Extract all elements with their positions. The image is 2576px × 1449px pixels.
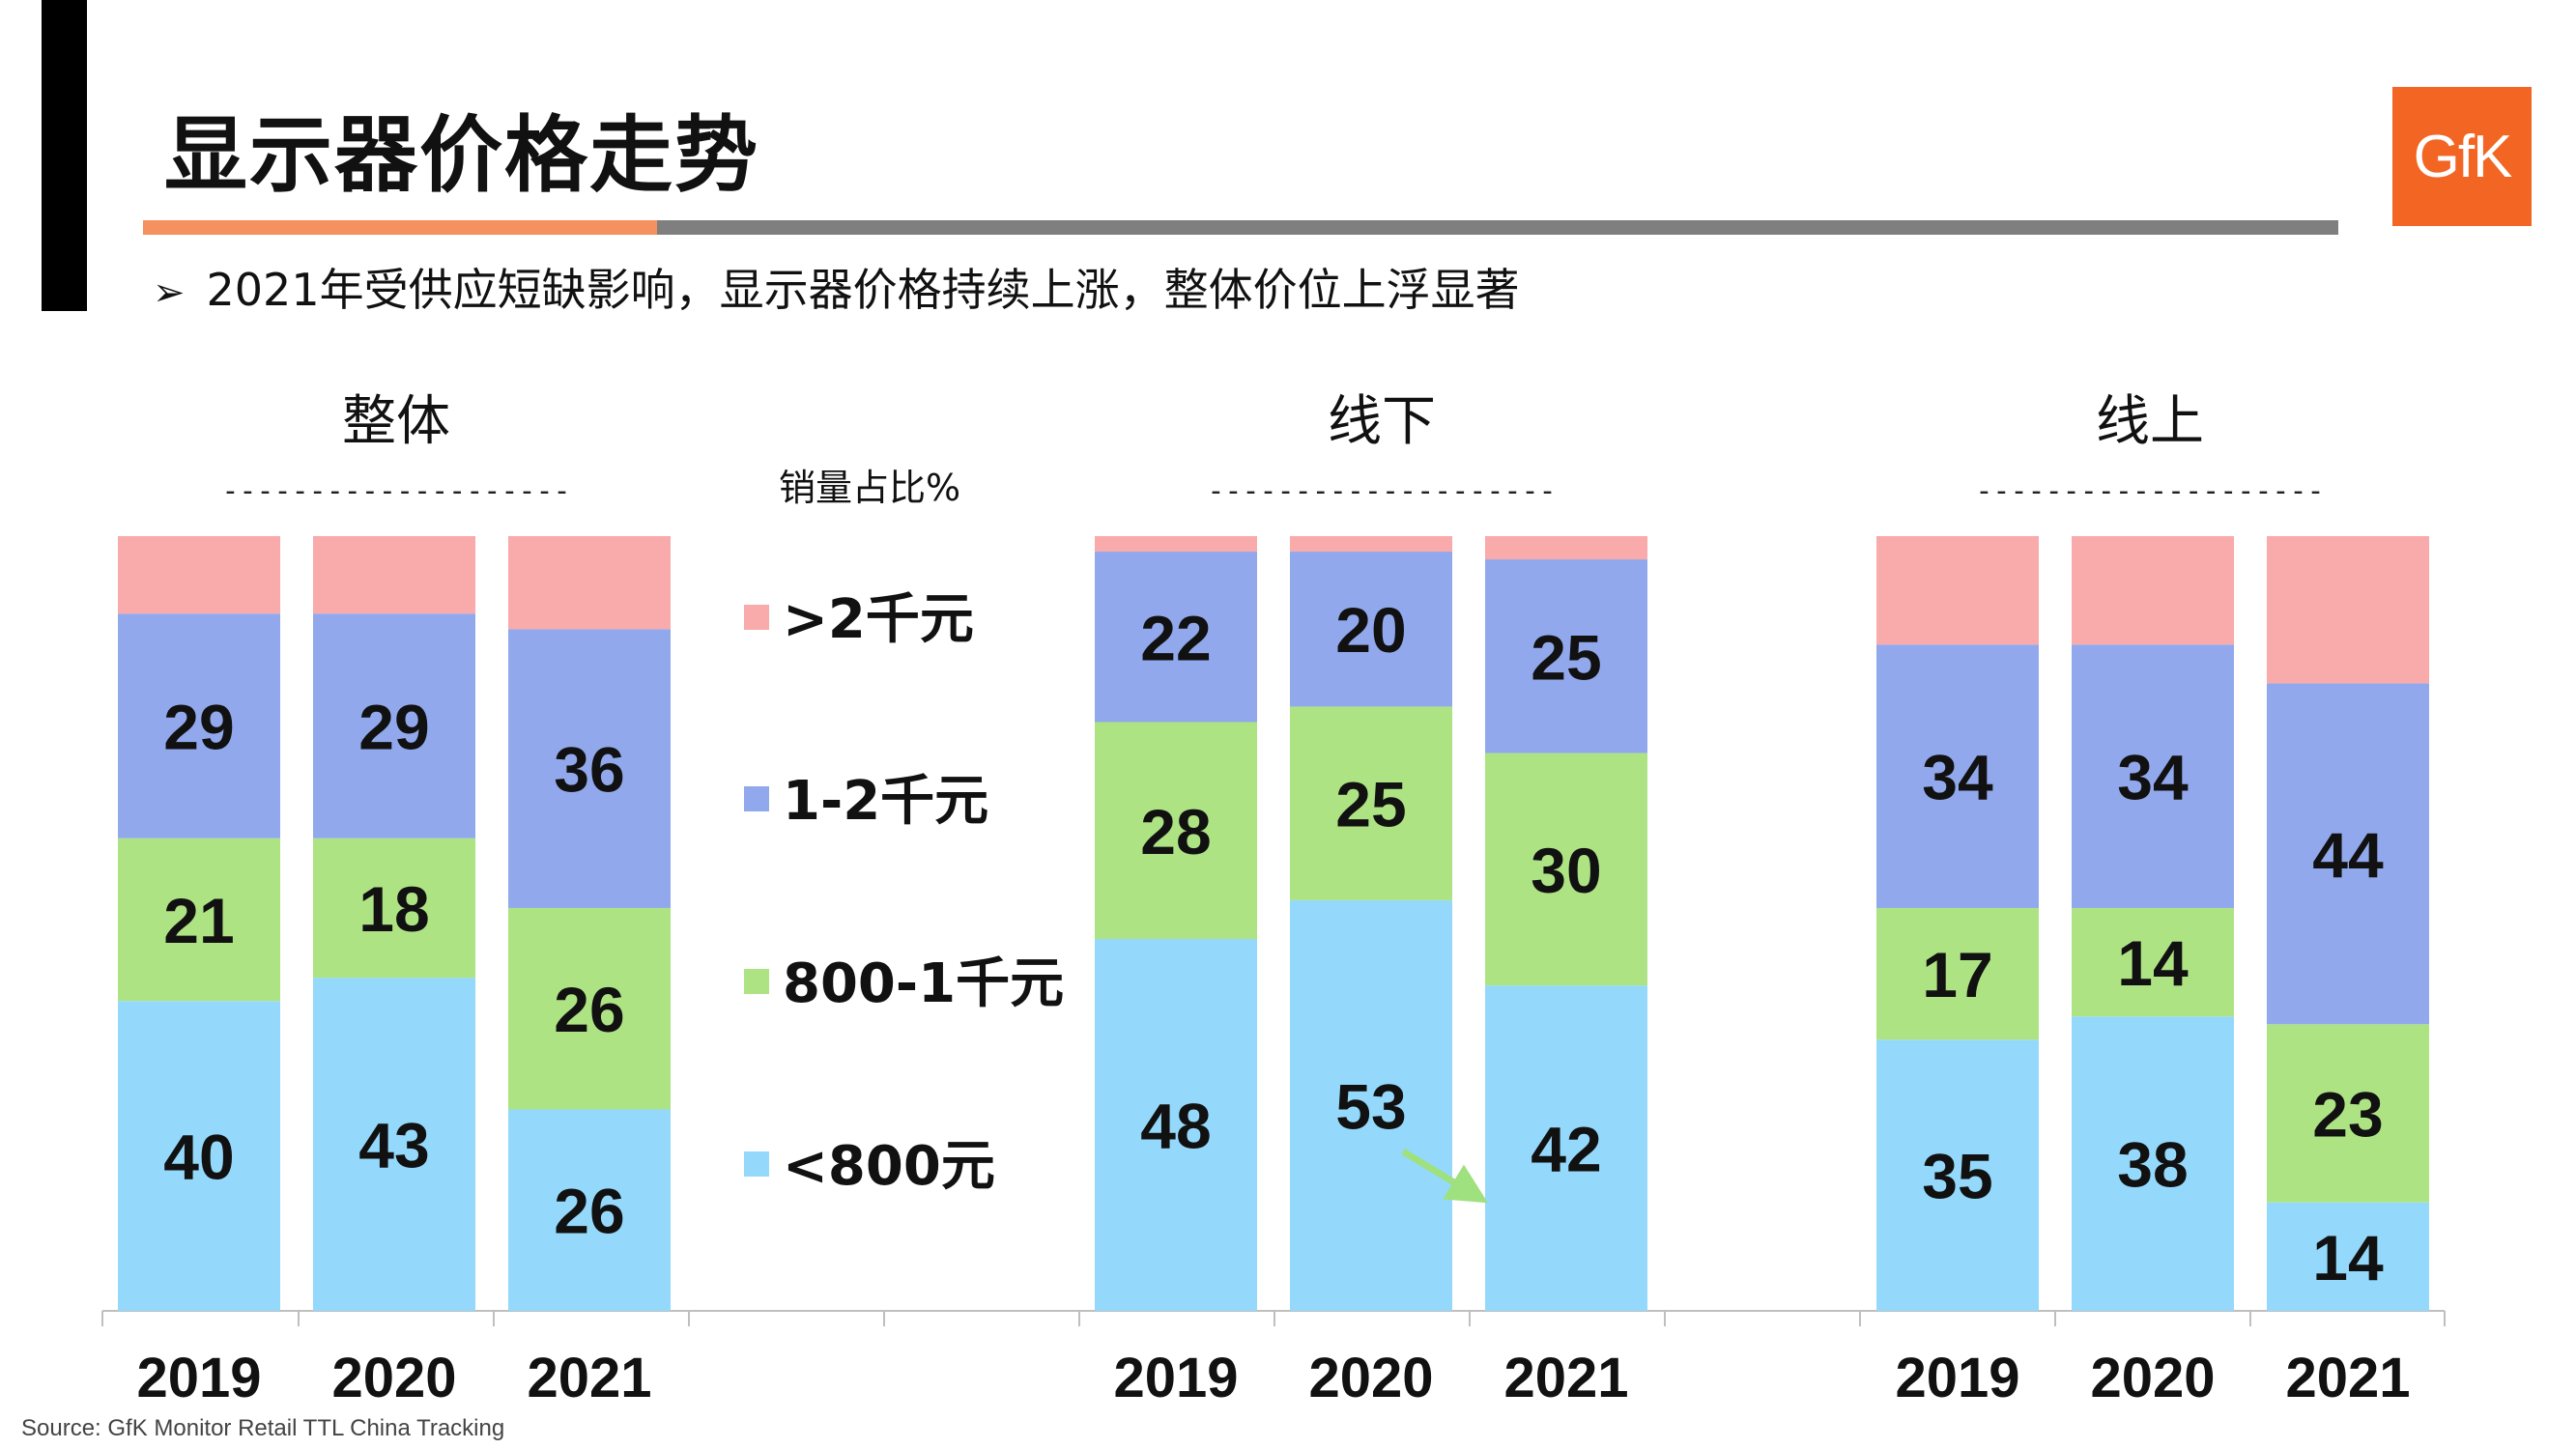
- bar-segment-1-2千元: [1095, 552, 1257, 723]
- bar-segment-1-2千元: [1485, 559, 1647, 753]
- group-title-dashes: --------------------: [1207, 474, 1556, 508]
- title-underline-gray: [143, 220, 2338, 235]
- bar-segment-800-1千元: [1095, 722, 1257, 940]
- data-label: 14: [2312, 1222, 2384, 1293]
- data-label: 43: [358, 1110, 429, 1181]
- bar-segment-1-2千元: [508, 629, 671, 908]
- bar-segment-1-2千元: [313, 613, 475, 838]
- x-tick-label: 2020: [1308, 1347, 1433, 1409]
- y-axis-label: 销量占比%: [779, 467, 960, 509]
- x-tick-label: 2020: [2090, 1347, 2215, 1409]
- bar-segment-800-1千元: [313, 838, 475, 979]
- bar-segment-lt800元: [1876, 1039, 2039, 1311]
- legend-label-1-2千元: 1-2千元: [783, 770, 988, 833]
- bar-segment-lt800元: [508, 1109, 671, 1311]
- bar-segment-gt2千元: [1095, 536, 1257, 553]
- data-label: 21: [163, 885, 234, 956]
- data-label: 48: [1140, 1091, 1211, 1162]
- data-label: 28: [1140, 796, 1211, 867]
- title-underline-orange: [143, 220, 657, 235]
- group-title-整体: 整体: [342, 390, 450, 453]
- bar-segment-lt800元: [118, 1001, 280, 1311]
- group-title-线下: 线下: [1328, 390, 1436, 453]
- bar-segment-1-2千元: [1290, 552, 1452, 707]
- bar-segment-lt800元: [313, 978, 475, 1311]
- data-label: 25: [1531, 621, 1601, 693]
- data-label: 26: [554, 974, 624, 1045]
- bar-segment-lt800元: [1485, 985, 1647, 1311]
- page-title: 显示器价格走势: [164, 107, 759, 204]
- data-label: 25: [1335, 769, 1406, 840]
- bar-segment-gt2千元: [508, 536, 671, 630]
- data-label: 20: [1335, 594, 1406, 666]
- legend-label-800-1千元: 800-1千元: [783, 952, 1064, 1015]
- data-label: 18: [358, 873, 429, 945]
- legend-swatch-lt800元: [744, 1151, 769, 1177]
- bar-segment-gt2千元: [2072, 536, 2234, 645]
- legend-swatch-800-1千元: [744, 969, 769, 994]
- bar-segment-gt2千元: [313, 536, 475, 614]
- data-label: 36: [554, 734, 624, 806]
- data-label: 44: [2312, 819, 2384, 891]
- gfk-logo: GfK: [2392, 87, 2532, 226]
- bar-segment-800-1千元: [508, 907, 671, 1110]
- data-label: 35: [1922, 1141, 1992, 1212]
- bar-segment-lt800元: [1095, 939, 1257, 1311]
- bar-segment-1-2千元: [118, 613, 280, 838]
- bar-segment-1-2千元: [2267, 683, 2429, 1025]
- bar-segment-800-1千元: [118, 838, 280, 1002]
- summary-bullet: ➢ 2021年受供应短缺影响，显示器价格持续上涨，整体价位上浮显著: [153, 268, 1520, 312]
- data-label: 34: [1922, 742, 1993, 813]
- data-label: 17: [1922, 939, 1992, 1010]
- annotation-arrow: [1401, 1149, 1488, 1204]
- source-note: Source: GfK Monitor Retail TTL China Tra…: [21, 1415, 505, 1441]
- data-label: 23: [2312, 1078, 2383, 1150]
- legend-swatch-1-2千元: [744, 786, 769, 811]
- bar-segment-gt2千元: [118, 536, 280, 614]
- bar-segment-lt800元: [2267, 1202, 2429, 1311]
- bar-segment-800-1千元: [1876, 907, 2039, 1040]
- x-tick-label: 2019: [1113, 1347, 1238, 1409]
- bar-segment-gt2千元: [1290, 536, 1452, 553]
- bar-segment-800-1千元: [1485, 753, 1647, 986]
- legend-label-lt800元: <800元: [783, 1135, 995, 1198]
- x-tick-label: 2020: [331, 1347, 456, 1409]
- data-label: 40: [163, 1122, 234, 1193]
- bar-segment-800-1千元: [2072, 907, 2234, 1017]
- group-title-dashes: --------------------: [221, 474, 570, 508]
- data-label: 53: [1335, 1070, 1406, 1142]
- x-tick-label: 2021: [527, 1347, 651, 1409]
- data-label: 22: [1140, 602, 1211, 673]
- data-label: 42: [1531, 1114, 1601, 1185]
- left-accent-bar: [42, 0, 87, 311]
- bullet-arrow-icon: ➢: [153, 270, 186, 315]
- bar-segment-lt800元: [1290, 899, 1452, 1311]
- summary-text: 2021年受供应短缺影响，显示器价格持续上涨，整体价位上浮显著: [206, 264, 1520, 316]
- bar-segment-lt800元: [2072, 1016, 2234, 1311]
- bar-segment-gt2千元: [1485, 536, 1647, 560]
- data-label: 29: [358, 691, 429, 762]
- data-label: 30: [1531, 835, 1601, 906]
- bar-segment-gt2千元: [2267, 536, 2429, 684]
- data-label: 38: [2117, 1129, 2188, 1201]
- data-label: 29: [163, 691, 234, 762]
- bar-segment-800-1千元: [2267, 1024, 2429, 1203]
- x-tick-label: 2021: [2285, 1347, 2410, 1409]
- legend-label-gt2千元: >2千元: [783, 588, 974, 651]
- data-label: 26: [554, 1176, 624, 1247]
- bar-segment-1-2千元: [1876, 644, 2039, 908]
- group-title-dashes: --------------------: [1975, 474, 2324, 508]
- group-title-线上: 线上: [2096, 390, 2204, 453]
- bar-segment-1-2千元: [2072, 644, 2234, 908]
- x-tick-label: 2019: [1895, 1347, 2019, 1409]
- legend-swatch-gt2千元: [744, 605, 769, 630]
- x-tick-label: 2019: [136, 1347, 261, 1409]
- data-label: 34: [2117, 742, 2189, 813]
- bar-segment-gt2千元: [1876, 536, 2039, 645]
- bar-segment-800-1千元: [1290, 706, 1452, 900]
- x-tick-label: 2021: [1503, 1347, 1628, 1409]
- data-label: 14: [2117, 927, 2189, 999]
